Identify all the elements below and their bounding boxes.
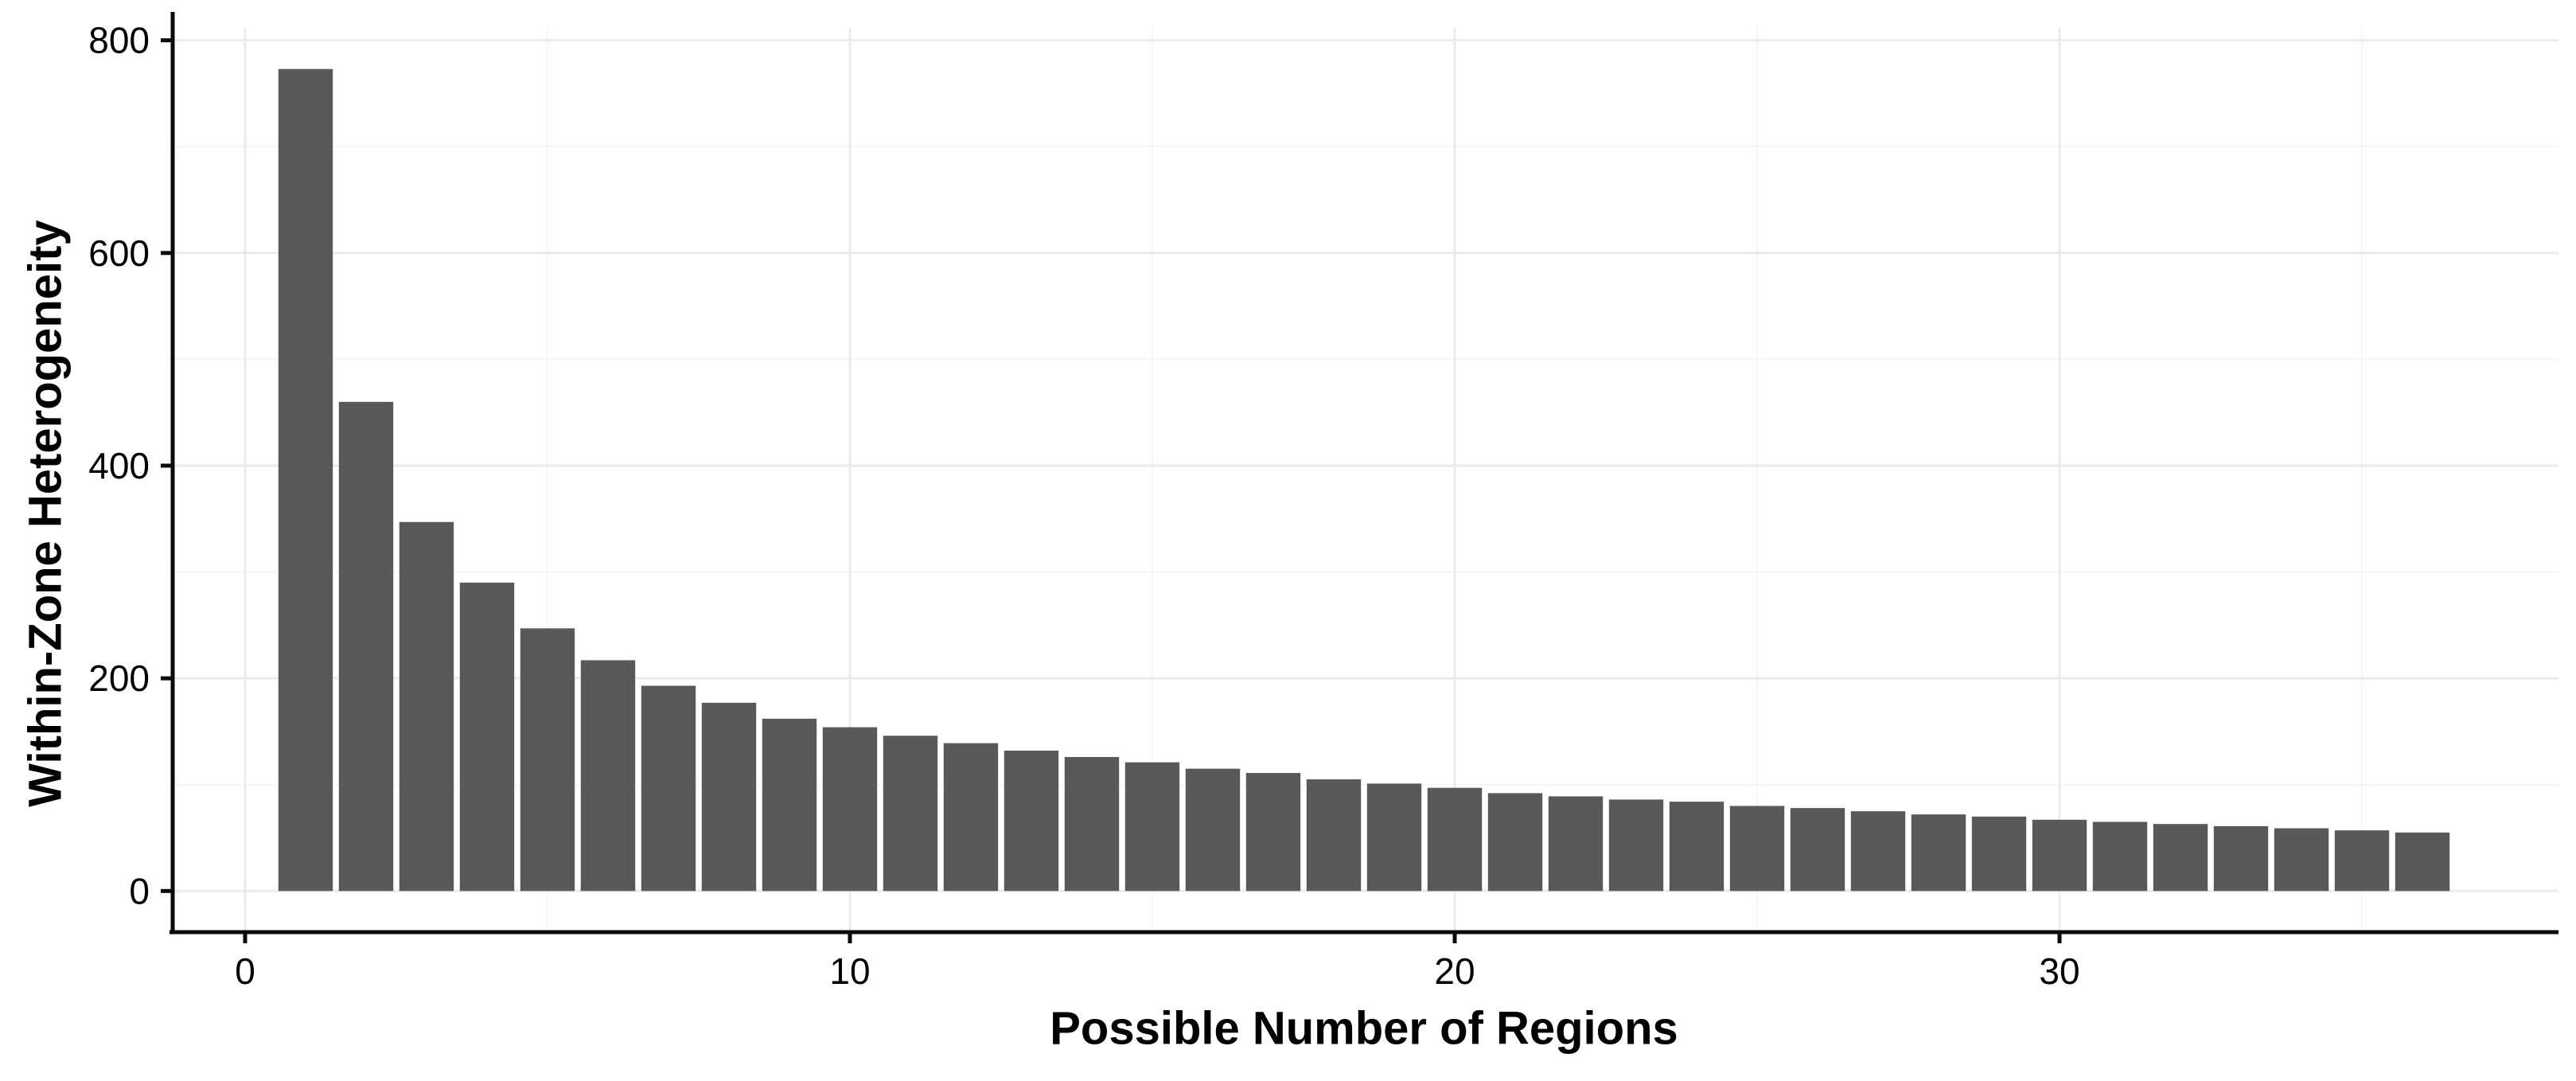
y-axis-title: Within-Zone Heterogeneity [20,220,72,806]
bar [1548,796,1604,892]
bar [1185,768,1241,892]
x-tick-label: 30 [2039,950,2079,992]
bar [2334,830,2390,892]
bar [580,660,636,892]
y-tick-label: 200 [88,658,150,699]
ticks-group [161,38,2062,943]
tick-labels-group: 0 200 400 600 800 0 10 20 30 [88,20,2079,992]
bar [338,401,394,892]
bar [1608,799,1664,892]
bar [762,718,817,892]
bar [399,521,454,892]
bar [1366,783,1422,892]
bar [943,743,999,892]
bar [278,68,333,892]
bar [1427,787,1483,892]
y-tick-label: 0 [129,870,150,911]
bar [822,727,878,892]
bar [1306,779,1362,892]
bar [1669,802,1724,892]
bar [2213,825,2269,892]
bar [883,736,938,892]
bar [1971,816,2027,892]
bar [1064,756,1120,892]
bar [1004,750,1059,892]
x-tick-label: 0 [235,950,255,992]
bar [520,628,575,892]
bar [701,702,757,892]
bar [2153,824,2208,892]
y-tick-label: 400 [88,445,150,486]
bar [2092,821,2148,892]
gridlines-major-group [170,28,2558,932]
x-tick-label: 10 [829,950,870,992]
bars-group [278,68,2450,892]
axes-group [170,12,2558,935]
bar [2395,832,2450,892]
bar [1911,814,1966,892]
x-axis-title: Possible Number of Regions [1050,1003,1678,1055]
bar [459,582,515,892]
gridlines-minor-group [170,28,2558,932]
bar [1124,762,1180,892]
bar [1487,793,1543,892]
bar [2032,819,2087,892]
bar [1729,806,1785,892]
x-tick-label: 20 [1434,950,1475,992]
bar [1245,773,1301,892]
y-tick-label: 600 [88,232,150,274]
bar [1790,808,1845,892]
bar [2274,828,2329,892]
bar [1850,811,1906,892]
y-tick-label: 800 [88,20,150,61]
bar [641,685,696,892]
